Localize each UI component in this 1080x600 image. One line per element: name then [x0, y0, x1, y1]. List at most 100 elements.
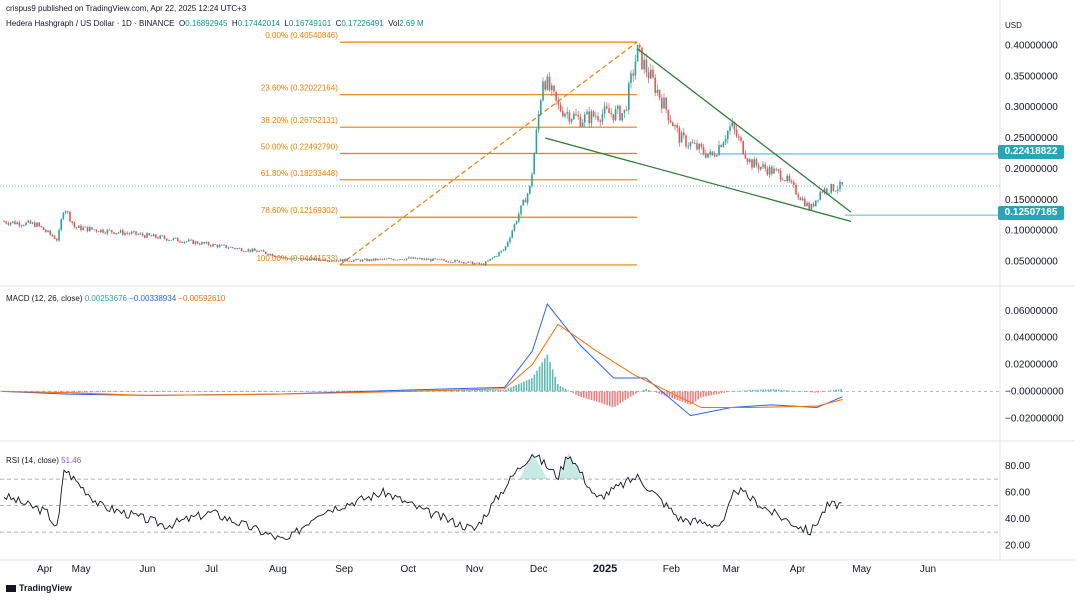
candle-body — [84, 226, 87, 228]
tradingview-brand[interactable]: TradingView — [6, 583, 72, 593]
candle-body — [73, 222, 76, 228]
candle-body — [751, 159, 753, 168]
candle-body — [324, 259, 326, 261]
macd-histogram-bar — [713, 391, 715, 395]
candle-body — [502, 249, 505, 251]
macd-histogram-bar — [538, 366, 541, 392]
rsi-label[interactable]: RSI (14, close) — [6, 456, 59, 465]
candle-body — [526, 193, 529, 203]
candle-body — [29, 220, 32, 224]
macd-histogram-bar — [593, 391, 595, 401]
macd-histogram-bar — [770, 389, 772, 392]
candle-body — [722, 142, 725, 148]
candle-body — [247, 249, 249, 252]
price-pane[interactable]: 0.40000000 0.35000000 0.30000000 0.25000000… — [0, 31, 1058, 267]
candle-body — [383, 258, 386, 260]
candle-body — [196, 241, 199, 244]
candle-body — [821, 191, 824, 193]
candle-body — [755, 159, 758, 166]
macd-histogram-bar — [728, 391, 731, 392]
candle-body — [738, 136, 740, 138]
macd-histogram-bar — [726, 391, 728, 393]
candle-body — [177, 237, 179, 242]
candle-body — [271, 254, 274, 257]
candle-body — [174, 237, 177, 239]
candle-body — [27, 220, 29, 223]
candle-body — [306, 259, 309, 261]
macd-histogram-bar — [835, 389, 837, 392]
candle-body — [159, 235, 161, 239]
candle-body — [284, 257, 287, 259]
macd-line — [1, 302, 843, 417]
candle-body — [135, 231, 137, 235]
macd-histogram-bar — [138, 391, 140, 392]
candle-body — [819, 191, 821, 200]
candle-body — [78, 225, 80, 228]
candle-body — [282, 257, 285, 258]
macd-label[interactable]: MACD (12, 26, close) — [6, 294, 83, 303]
candle-body — [58, 229, 60, 241]
candle-body — [680, 132, 683, 143]
macd-pane[interactable]: 0.06000000 0.04000000 0.02000000 −0.0000000… — [0, 302, 1064, 424]
macd-axis-tick-2: 0.02000000 — [1005, 360, 1058, 371]
candle-body — [427, 259, 430, 260]
candle-body — [652, 69, 654, 78]
candle-body — [342, 259, 344, 262]
macd-histogram-bar — [640, 391, 642, 392]
macd-histogram-bar — [557, 384, 559, 392]
macd-histogram-bar — [822, 391, 824, 392]
macd-histogram-bar — [291, 391, 294, 392]
candle-body — [685, 135, 687, 147]
candle-body — [496, 255, 498, 257]
candle-body — [229, 247, 232, 248]
candle-body — [133, 231, 135, 233]
candle-body — [465, 262, 467, 264]
candle-body — [157, 237, 159, 239]
macd-histogram-bar — [107, 391, 109, 393]
macd-histogram-bar — [185, 391, 187, 392]
macd-histogram-bar — [666, 391, 668, 397]
macd-histogram-bar — [229, 391, 231, 392]
macd-histogram-bar — [190, 391, 192, 392]
macd-histogram-bar — [161, 391, 164, 392]
candle-body — [155, 234, 157, 238]
candle-body — [647, 72, 650, 79]
macd-histogram-bar — [460, 390, 463, 392]
candle-body — [412, 257, 414, 259]
candle-body — [674, 125, 676, 127]
price-axis-tick-0: 0.40000000 — [1005, 40, 1058, 51]
rsi-pane[interactable]: 80.00 60.00 40.00 20.00 — [0, 452, 1030, 552]
symbol-title[interactable]: Hedera Hashgraph / US Dollar · 1D · BINA… — [6, 19, 175, 28]
macd-histogram-bar — [73, 391, 75, 393]
candle-body — [291, 258, 293, 260]
candle-body — [357, 258, 359, 260]
macd-histogram-bar — [811, 391, 814, 393]
candle-body — [111, 230, 113, 233]
candle-body — [636, 44, 639, 62]
macd-histogram-bar — [757, 389, 759, 392]
macd-histogram-bar — [310, 391, 312, 392]
candle-body — [570, 118, 573, 122]
macd-histogram-bar — [749, 390, 751, 392]
time-axis[interactable]: Apr May Jun Jul Aug Sep Oct Nov Dec 2025 Feb Mar Apr… — [37, 563, 936, 575]
candle-body — [40, 225, 43, 228]
macd-histogram-bar — [156, 391, 159, 392]
macd-histogram-bar — [528, 379, 530, 392]
candle-body — [542, 81, 544, 101]
macd-histogram-bar — [359, 390, 361, 392]
macd-histogram-bar — [798, 391, 801, 392]
macd-histogram-bar — [668, 391, 671, 398]
macd-histogram-bar — [746, 390, 749, 392]
candle-body — [760, 166, 762, 170]
candle-body — [372, 258, 375, 261]
candle-body — [344, 258, 346, 262]
candle-body — [51, 234, 54, 237]
macd-histogram-bar — [559, 386, 562, 392]
macd-histogram-bar — [221, 391, 224, 392]
macd-histogram-bar — [81, 391, 83, 393]
time-axis-tick-3: Jul — [205, 564, 218, 575]
macd-histogram-bar — [507, 388, 510, 392]
macd-histogram-bar — [684, 391, 686, 403]
macd-histogram-bar — [653, 391, 655, 392]
candle-body — [474, 263, 476, 265]
